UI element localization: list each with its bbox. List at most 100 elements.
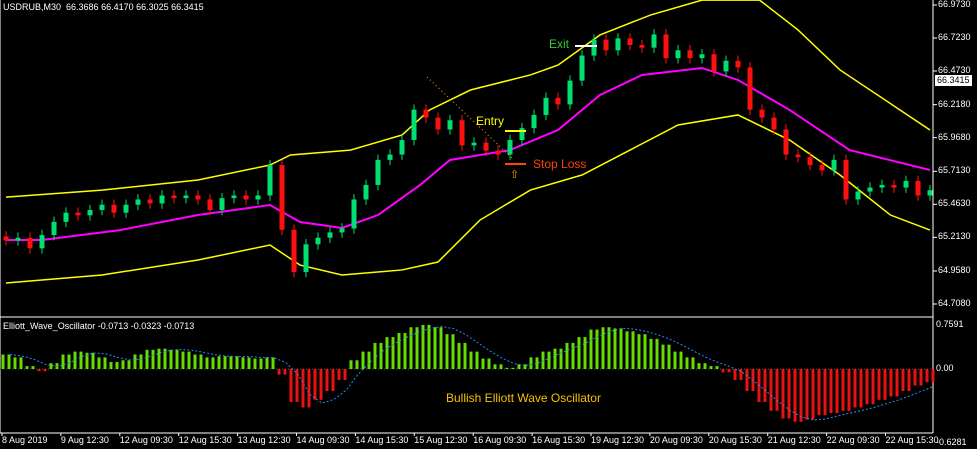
bull-candle (867, 187, 873, 192)
bull-candle (219, 198, 225, 211)
bull-candle (615, 38, 621, 51)
ewo-positive-bar (661, 344, 665, 369)
ewo-positive-bar (535, 357, 539, 369)
lower-band (5, 114, 931, 284)
ewo-positive-bar (475, 351, 479, 369)
stop-loss-label: Stop Loss (533, 157, 587, 171)
osc-tick-label: 0.00 (936, 363, 954, 373)
ohlc-values: 66.3686 66.4170 66.3025 66.3415 (66, 2, 204, 12)
x-tick-label: 15 Aug 12:30 (414, 435, 468, 445)
ewo-negative-bar (883, 369, 887, 400)
y-tick-label: 64.7080 (938, 298, 971, 308)
indicator-name: Elliott_Wave_Oscillator (3, 321, 96, 331)
bear-candle (687, 50, 693, 59)
ewo-positive-bar (607, 327, 611, 369)
osc-tick-label: -0.6281 (936, 437, 967, 447)
bear-candle (915, 180, 921, 196)
ewo-positive-bar (667, 344, 671, 369)
bear-candle (291, 229, 297, 273)
y-tick-label: 65.2130 (938, 231, 971, 242)
ewo-positive-bar (169, 349, 173, 369)
ewo-positive-bar (13, 357, 17, 369)
ewo-negative-bar (823, 369, 827, 416)
ewo-positive-bar (577, 337, 581, 369)
bear-candle (747, 67, 753, 110)
ewo-positive-bar (73, 351, 77, 369)
bear-candle (555, 97, 561, 105)
ewo-negative-bar (769, 369, 773, 411)
ewo-negative-bar (331, 369, 335, 391)
y-tick-label: 65.9680 (938, 131, 971, 142)
ewo-positive-bar (505, 367, 509, 369)
bear-candle (639, 44, 645, 48)
ewo-negative-bar (871, 369, 875, 405)
bull-candle (15, 237, 21, 241)
bull-candle (363, 184, 369, 200)
ewo-positive-bar (631, 331, 635, 369)
bull-candle (123, 204, 129, 213)
x-tick-label: 12 Aug 09:30 (119, 435, 173, 445)
ewo-negative-bar (919, 369, 923, 386)
ewo-positive-bar (205, 357, 209, 369)
x-tick-label: 20 Aug 15:30 (708, 435, 762, 445)
y-tick-label: 64.9580 (938, 264, 971, 275)
ewo-positive-bar (115, 362, 119, 369)
x-tick-label: 21 Aug 12:30 (767, 435, 821, 445)
bull-candle (315, 237, 321, 245)
bull-candle (471, 142, 477, 146)
y-tick-label: 66.9730 (938, 0, 971, 9)
bull-candle (231, 195, 237, 199)
ewo-negative-bar (733, 369, 737, 380)
y-tick-label: 66.7230 (938, 32, 971, 42)
bear-candle (3, 236, 9, 241)
ewo-positive-bar (487, 358, 491, 369)
bear-candle (735, 60, 741, 68)
bull-candle (651, 34, 657, 48)
ewo-positive-bar (433, 327, 437, 369)
bull-candle (411, 109, 417, 141)
bull-candle (255, 195, 261, 200)
ewo-positive-bar (247, 357, 251, 369)
ewo-positive-bar (163, 348, 167, 369)
ewo-negative-bar (43, 369, 47, 372)
ewo-positive-bar (241, 357, 245, 369)
bull-candle (39, 235, 45, 249)
ewo-negative-bar (775, 369, 779, 411)
ewo-positive-bar (67, 354, 71, 369)
ewo-positive-bar (355, 360, 359, 369)
ewo-positive-bar (493, 364, 497, 369)
ewo-positive-bar (259, 358, 263, 369)
ewo-negative-bar (745, 369, 749, 391)
ewo-positive-bar (181, 351, 185, 369)
bear-candle (243, 195, 249, 200)
ewo-positive-bar (715, 366, 719, 369)
bear-candle (111, 204, 117, 213)
current-price-label: 66.3415 (935, 75, 972, 86)
ewo-positive-bar (199, 354, 203, 369)
y-tick-label: 65.4630 (938, 198, 971, 209)
ewo-positive-bar (553, 348, 557, 369)
bull-candle (675, 50, 681, 59)
bear-candle (783, 129, 789, 155)
ewo-positive-bar (151, 349, 155, 369)
ewo-positive-bar (127, 360, 131, 369)
ewo-positive-bar (541, 351, 545, 369)
ewo-negative-bar (811, 369, 815, 420)
ewo-positive-bar (571, 342, 575, 369)
up-arrow-icon: ⇧ (510, 169, 520, 181)
ewo-positive-bar (565, 342, 569, 369)
x-tick-label: 20 Aug 09:30 (649, 435, 703, 445)
ewo-positive-bar (637, 334, 641, 369)
ewo-positive-bar (187, 351, 191, 369)
ewo-positive-bar (679, 351, 683, 369)
x-tick-label: 14 Aug 15:30 (355, 435, 409, 445)
bull-candle (159, 195, 165, 204)
upper-band (5, 0, 931, 198)
ewo-positive-bar (103, 357, 107, 369)
bull-candle (519, 128, 525, 141)
bear-candle (147, 199, 153, 204)
ewo-positive-bar (583, 337, 587, 369)
ewo-negative-bar (343, 369, 347, 380)
bull-candle (591, 39, 597, 56)
